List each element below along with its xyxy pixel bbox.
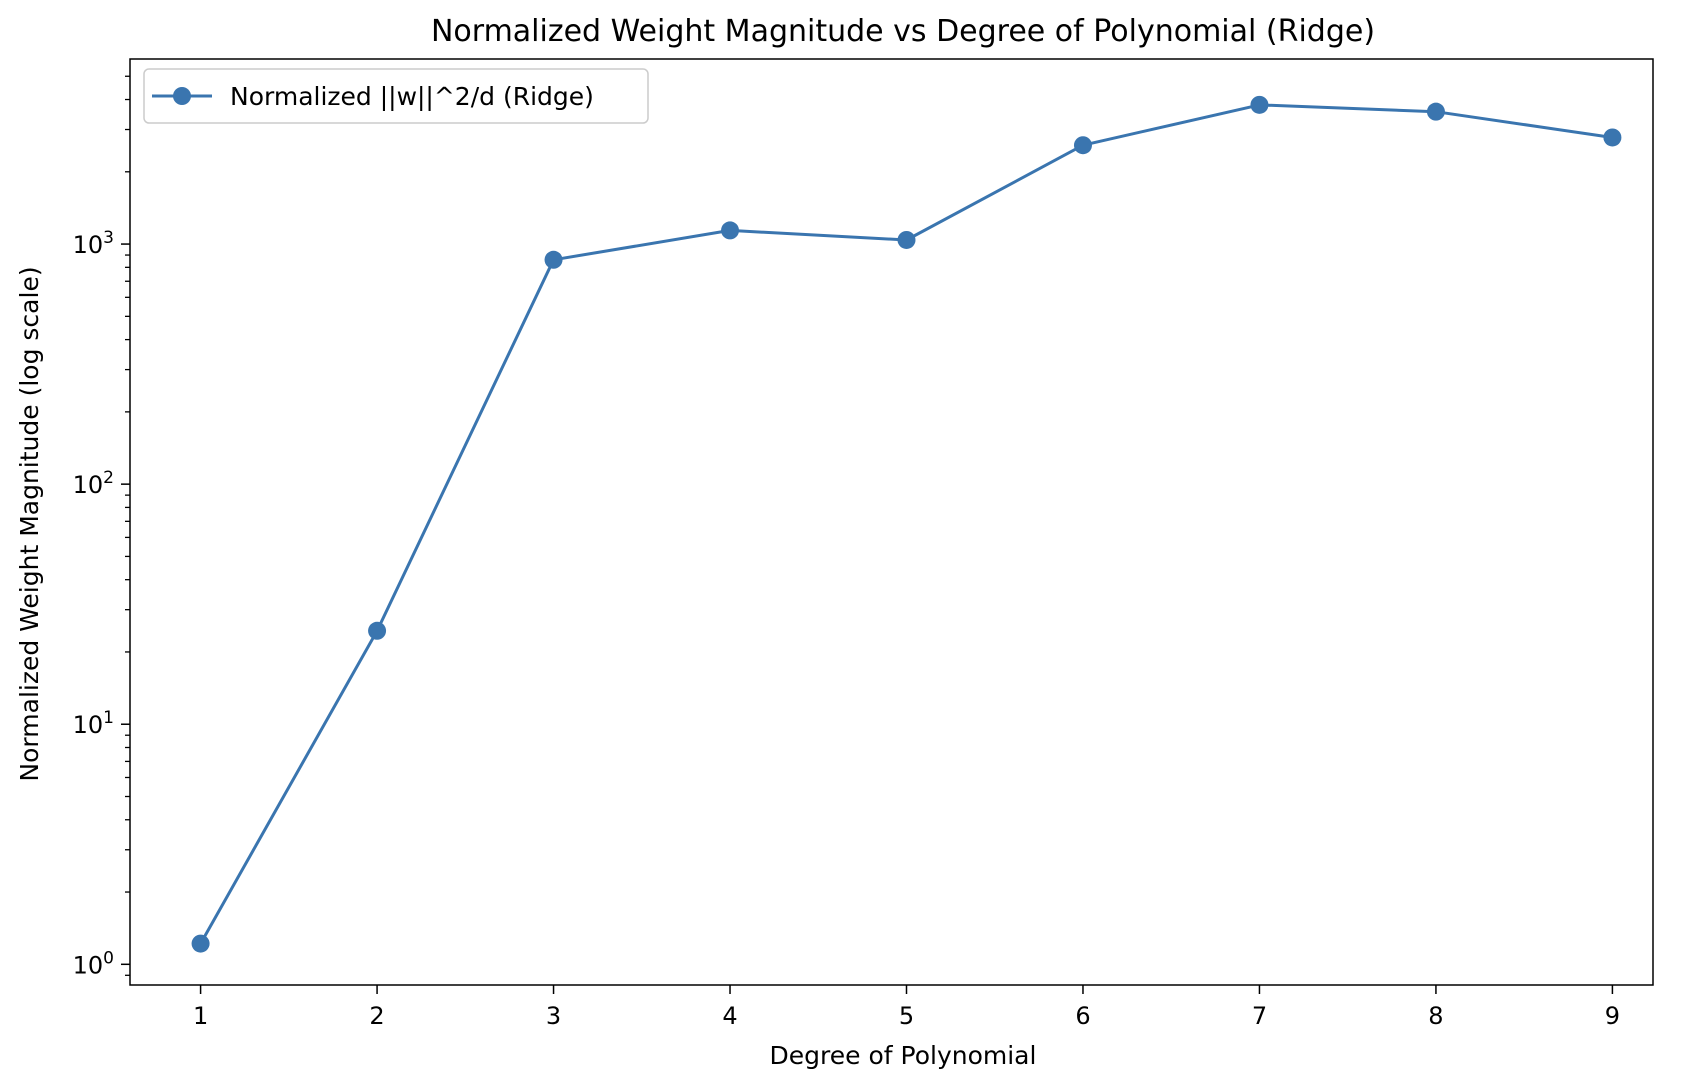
y-tick-label: 103 bbox=[73, 228, 114, 259]
x-tick-label: 2 bbox=[369, 1002, 384, 1030]
x-tick-label: 5 bbox=[899, 1002, 914, 1030]
legend-box bbox=[143, 68, 649, 124]
data-point bbox=[721, 221, 740, 240]
y-tick-label: 101 bbox=[73, 708, 114, 739]
series-layer bbox=[191, 95, 1622, 953]
y-axis-label: Normalized Weight Magnitude (log scale) bbox=[15, 266, 44, 781]
data-point bbox=[897, 230, 916, 249]
x-tick-label: 3 bbox=[546, 1002, 561, 1030]
legend-marker bbox=[173, 87, 191, 105]
data-point bbox=[1426, 102, 1445, 121]
legend-label: Normalized ||w||^2/d (Ridge) bbox=[230, 82, 594, 111]
plot-frame bbox=[129, 58, 1654, 986]
data-point bbox=[544, 250, 563, 269]
data-point bbox=[368, 621, 387, 640]
data-point bbox=[191, 934, 210, 953]
chart-title: Normalized Weight Magnitude vs Degree of… bbox=[431, 14, 1375, 49]
x-tick-label: 9 bbox=[1605, 1002, 1620, 1030]
x-tick-label: 7 bbox=[1252, 1002, 1267, 1030]
data-point bbox=[1073, 136, 1092, 155]
legend: Normalized ||w||^2/d (Ridge) bbox=[143, 68, 649, 124]
data-point bbox=[1603, 128, 1622, 147]
y-tick-label: 100 bbox=[73, 948, 114, 979]
x-tick-label: 1 bbox=[193, 1002, 208, 1030]
y-tick-label: 102 bbox=[73, 468, 114, 499]
data-point bbox=[1250, 95, 1269, 114]
x-axis-label: Degree of Polynomial bbox=[770, 1041, 1037, 1070]
x-tick-label: 4 bbox=[722, 1002, 737, 1030]
x-axis-ticks: 1 2 3 4 5 6 7 8 9 bbox=[193, 985, 1620, 1030]
x-tick-label: 8 bbox=[1428, 1002, 1443, 1030]
plot-area bbox=[130, 59, 1653, 985]
x-tick-label: 6 bbox=[1075, 1002, 1090, 1030]
y-minor-ticks bbox=[125, 75, 130, 976]
y-axis-ticks: 100 101 102 103 bbox=[73, 228, 130, 979]
